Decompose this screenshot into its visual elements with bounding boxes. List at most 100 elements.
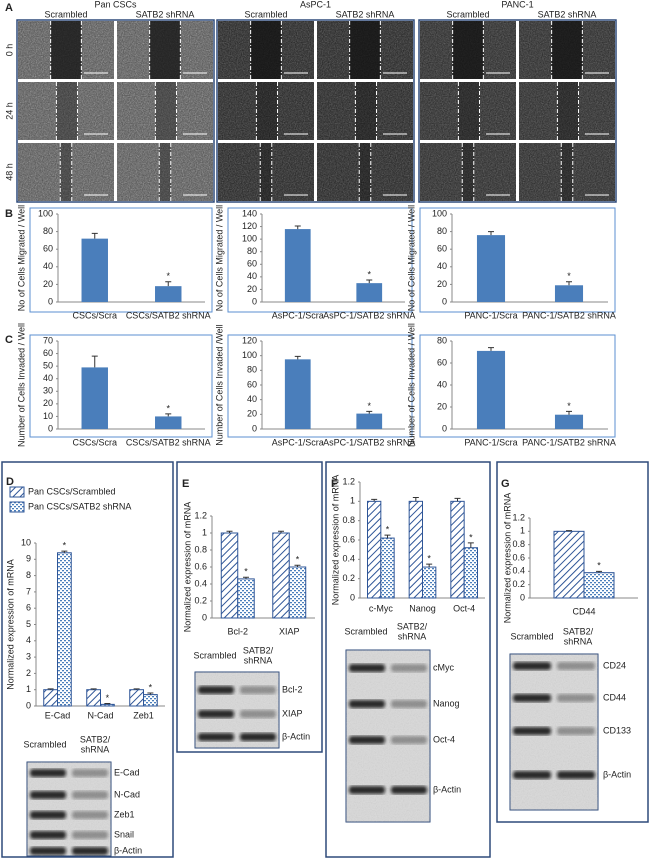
y-tick-label: 1: [350, 496, 355, 506]
condition-label: SATB2 shRNA: [136, 9, 195, 19]
band-label: E-Cad: [114, 767, 140, 777]
blot-band: [513, 662, 551, 670]
x-tick-label: Oct-4: [453, 603, 475, 613]
y-tick-label: 20: [437, 279, 447, 289]
error-bar: [426, 563, 433, 568]
bar: [288, 566, 307, 619]
blot-band: [391, 700, 427, 708]
y-tick-label: 0.6: [194, 561, 207, 571]
blot-band: [72, 811, 108, 819]
significance-mark: *: [367, 269, 371, 279]
error-bar: [226, 530, 233, 533]
y-tick-label: 60: [247, 259, 257, 269]
y-tick-label: 20: [43, 398, 53, 408]
y-tick-label: 40: [247, 394, 257, 404]
wound-gap: [60, 143, 72, 201]
significance-mark: *: [244, 567, 248, 577]
condition-label: Scrambled: [446, 9, 489, 19]
x-tick-label: CSCs/Scra: [72, 437, 117, 447]
bar: [422, 566, 437, 599]
blot-band: [72, 791, 108, 799]
blot-band: [240, 710, 276, 718]
x-tick-label: AsPC-1/Scra: [272, 437, 324, 447]
wound-gap: [355, 82, 377, 140]
y-tick-label: 0: [48, 296, 53, 306]
y-tick-label: 0.2: [512, 579, 525, 589]
wound-gap: [260, 143, 272, 201]
micrograph-texture: [317, 82, 413, 140]
bar: [284, 359, 311, 429]
band-label: Bcl-2: [282, 684, 303, 694]
blot-band: [30, 769, 66, 777]
x-tick-label: PANC-1/SATB2 shRNA: [522, 310, 616, 320]
y-tick-label: 20: [437, 401, 447, 411]
y-tick-label: 80: [247, 365, 257, 375]
significance-mark: *: [166, 403, 170, 413]
bar: [129, 689, 145, 707]
error-bar: [488, 231, 494, 236]
error-bar: [278, 530, 285, 533]
y-tick-label: 80: [247, 246, 257, 256]
error-bar: [384, 534, 391, 539]
wound-gap: [56, 82, 78, 140]
y-tick-label: 1: [202, 527, 207, 537]
error-bar: [242, 576, 249, 579]
blot-band: [30, 791, 66, 799]
y-axis-title: Number of Cells Invaded /Well: [214, 324, 224, 445]
y-tick-label: 3: [26, 651, 31, 661]
panel-frame: [325, 461, 491, 858]
wound-gap: [50, 21, 82, 79]
group-title: Pan CSCs: [94, 0, 137, 9]
band-label: β-Actin: [603, 769, 631, 779]
blot-band: [391, 736, 427, 744]
y-tick-label: 60: [43, 244, 53, 254]
x-tick-label: CSCs/SATB2 shRNA: [126, 437, 211, 447]
y-axis-title: Normalized expression of mRNA: [182, 502, 192, 633]
time-label: 48 h: [4, 163, 14, 181]
bar: [554, 285, 584, 302]
blot-band: [349, 700, 385, 708]
error-bar: [165, 281, 172, 287]
lane-label: shRNA: [244, 655, 273, 665]
error-bar: [91, 355, 98, 368]
blot-band: [557, 727, 595, 735]
error-bar: [467, 542, 474, 548]
y-tick-label: 40: [43, 373, 53, 383]
wound-gap: [458, 82, 480, 140]
band-label: CD44: [603, 692, 626, 702]
error-bar: [454, 497, 461, 502]
panel-frame: [496, 461, 649, 823]
time-label: 0 h: [4, 44, 14, 57]
blot-band: [30, 811, 66, 819]
micrograph-texture: [18, 82, 114, 140]
error-bar: [566, 410, 572, 415]
blot-texture: [27, 762, 111, 856]
legend-swatch: [9, 501, 25, 513]
y-tick-label: 0.2: [342, 573, 355, 583]
x-tick-label: AsPC-1/Scra: [272, 310, 324, 320]
y-tick-label: 0: [442, 296, 447, 306]
chart-frame: [29, 334, 213, 438]
y-tick-label: 60: [247, 379, 257, 389]
wound-gap: [561, 143, 573, 201]
band-label: N-Cad: [114, 789, 140, 799]
y-tick-label: 1: [26, 684, 31, 694]
bar: [476, 350, 506, 429]
chart-frame: [227, 334, 413, 438]
blot-band: [240, 686, 276, 694]
micrograph-texture: [218, 82, 314, 140]
lane-label: SATB2/: [80, 734, 111, 744]
wound-gap: [462, 143, 474, 201]
y-tick-label: 120: [242, 335, 257, 345]
blot-band: [198, 733, 234, 741]
y-tick-label: 5: [26, 619, 31, 629]
wound-gap: [557, 82, 579, 140]
bar: [284, 229, 311, 302]
y-tick-label: 0.6: [342, 534, 355, 544]
lane-label: shRNA: [398, 631, 427, 641]
blot-band: [513, 694, 551, 702]
error-bar: [371, 498, 378, 502]
bar: [380, 537, 395, 599]
micrograph-texture: [218, 143, 314, 201]
